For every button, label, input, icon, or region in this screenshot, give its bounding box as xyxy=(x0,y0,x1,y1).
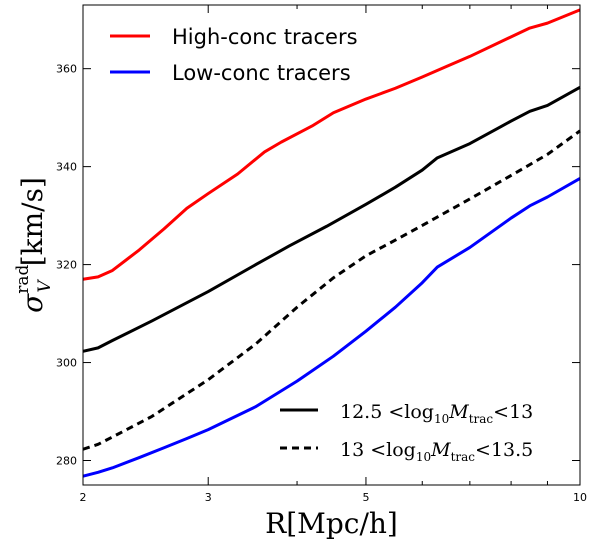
plot-frame xyxy=(82,4,581,486)
legend-bottom: 12.5 <log10Mtrac<13 13 <log10Mtrac<13.5 xyxy=(280,401,533,464)
y-tick-label: 280 xyxy=(56,455,77,468)
x-tick-label: 3 xyxy=(205,491,212,504)
y-tick-label: 320 xyxy=(56,259,77,272)
x-tick-label: 5 xyxy=(362,491,369,504)
legend-label-high-conc: High-conc tracers xyxy=(172,25,358,49)
y-axis-label-sup: rad xyxy=(13,264,33,293)
x-tick-label: 10 xyxy=(573,491,587,504)
ticks-layer: 2 3 5 10 280 300 320 340 360 xyxy=(56,5,587,504)
series-line-3 xyxy=(82,129,581,451)
series-line-0 xyxy=(82,8,581,281)
y-axis-label-sub: V xyxy=(35,279,55,293)
legend-label-low-conc: Low-conc tracers xyxy=(172,61,351,85)
legend-label-mass-low: 12.5 <log10Mtrac<13 xyxy=(340,401,533,426)
x-axis-label: R[Mpc/h] xyxy=(265,507,398,540)
y-axis-label: σrad V [km/s] xyxy=(13,177,55,313)
series-line-2 xyxy=(82,85,581,353)
y-axis-label-symbol: σ xyxy=(16,293,49,313)
y-tick-label: 360 xyxy=(56,63,77,76)
x-tick-label: 2 xyxy=(80,491,87,504)
y-axis-label-unit: [km/s] xyxy=(16,177,49,266)
legend-top: High-conc tracers Low-conc tracers xyxy=(110,25,358,85)
y-tick-label: 300 xyxy=(56,357,77,370)
series-line-1 xyxy=(82,177,581,478)
series-layer xyxy=(82,8,581,478)
legend-label-mass-high: 13 <log10Mtrac<13.5 xyxy=(340,439,533,464)
y-tick-label: 340 xyxy=(56,161,77,174)
